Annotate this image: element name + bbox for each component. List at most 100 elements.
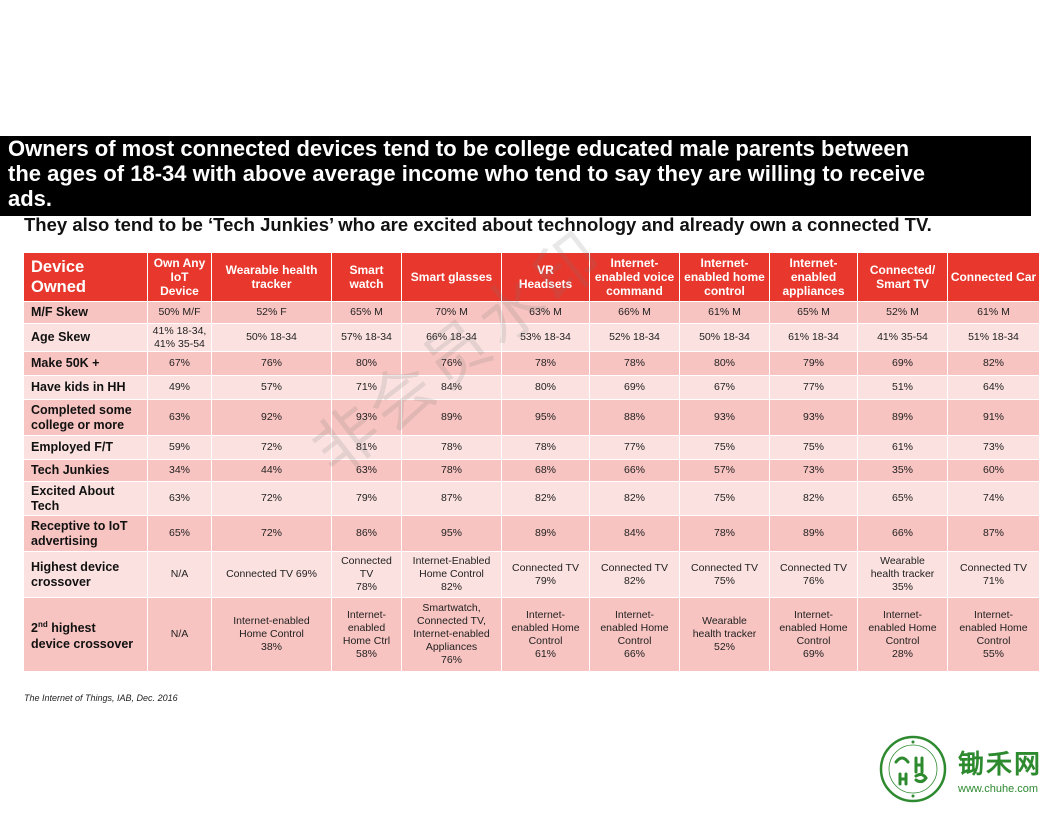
table-cell: Wearable health tracker 52% — [680, 598, 770, 672]
header-smart-watch: Smart watch — [332, 253, 402, 302]
table-cell: 63% — [148, 400, 212, 436]
table-cell: 71% — [332, 376, 402, 400]
table-cell: 68% — [502, 460, 590, 482]
table-cell: Internet- enabled Home Control 61% — [502, 598, 590, 672]
table-cell: 74% — [948, 482, 1040, 516]
header-smart-glasses: Smart glasses — [402, 253, 502, 302]
table-row: Highest device crossover N/A Connected TV … — [24, 552, 1040, 598]
table-cell: 51% 18-34 — [948, 324, 1040, 352]
table-cell: 76% — [212, 352, 332, 376]
chuhe-seal-icon — [879, 735, 947, 803]
row-label: 2nd highest device crossover — [24, 598, 148, 672]
chuhe-logo: 锄禾网 www.chuhe.com — [878, 734, 1048, 804]
table-cell: 34% — [148, 460, 212, 482]
table-cell: N/A — [148, 598, 212, 672]
table-cell: 59% — [148, 436, 212, 460]
header-device-owned: Device Owned — [24, 253, 148, 302]
table-row: Make 50K +67% 76% 80% 76% 78% 78% 80% 79% 69% 82% — [24, 352, 1040, 376]
header-home-control: Internet- enabled home control — [680, 253, 770, 302]
header-wearable-health-tracker: Wearable health tracker — [212, 253, 332, 302]
header-appliances: Internet- enabled appliances — [770, 253, 858, 302]
table-cell: Internet- enabled Home Control 69% — [770, 598, 858, 672]
row-label: Excited About Tech — [24, 482, 148, 516]
table-cell: 87% — [948, 516, 1040, 552]
table-cell: 67% — [680, 376, 770, 400]
table-cell: 63% — [148, 482, 212, 516]
table-cell: 73% — [948, 436, 1040, 460]
row-label: Make 50K + — [24, 352, 148, 376]
table-cell: 72% — [212, 482, 332, 516]
table-cell: 75% — [680, 482, 770, 516]
table-cell: 78% — [590, 352, 680, 376]
source-note: The Internet of Things, IAB, Dec. 2016 — [24, 693, 178, 703]
table-cell: 41% 18-34, 41% 35-54 — [148, 324, 212, 352]
table-cell: 67% — [148, 352, 212, 376]
table-cell: 79% — [332, 482, 402, 516]
table-cell: 75% — [770, 436, 858, 460]
table-cell: 84% — [402, 376, 502, 400]
table-cell: 65% — [148, 516, 212, 552]
table-cell: 89% — [402, 400, 502, 436]
table-cell: 84% — [590, 516, 680, 552]
table-cell: Connected TV 79% — [502, 552, 590, 598]
table-cell: Internet-enabled Home Control 38% — [212, 598, 332, 672]
table-cell: Connected TV 69% — [212, 552, 332, 598]
row-label: Have kids in HH — [24, 376, 148, 400]
logo-text: 锄禾网 www.chuhe.com — [958, 744, 1042, 795]
table-cell: Connected TV 78% — [332, 552, 402, 598]
table-cell: 73% — [770, 460, 858, 482]
table-cell: 61% — [858, 436, 948, 460]
headline-banner: Owners of most connected devices tend to… — [0, 136, 1031, 216]
table-cell: 61% M — [948, 302, 1040, 324]
table-cell: Internet-Enabled Home Control 82% — [402, 552, 502, 598]
table-cell: 78% — [402, 436, 502, 460]
table-cell: 89% — [502, 516, 590, 552]
logo-name-cn: 锄禾网 — [958, 750, 1043, 780]
table-row: Receptive to IoT advertising 65% 72% 86% 95%… — [24, 516, 1040, 552]
table-cell: 82% — [948, 352, 1040, 376]
table-cell: Connected TV 71% — [948, 552, 1040, 598]
device-owner-table: Device Owned Own Any IoT Device Wearable… — [24, 253, 1040, 672]
table-cell: 76% — [402, 352, 502, 376]
table-row: Have kids in HH 49% 57% 71% 84% 80% 69% 67% 77% 5… — [24, 376, 1040, 400]
table-cell: 50% M/F — [148, 302, 212, 324]
header-connected-car: Connected Car — [948, 253, 1040, 302]
table-cell: 95% — [502, 400, 590, 436]
table-cell: 66% 18-34 — [402, 324, 502, 352]
row-label: Receptive to IoT advertising — [24, 516, 148, 552]
table-cell: 51% — [858, 376, 948, 400]
table-row: Employed F/T 59% 72% 81% 78% 78% 77% 75% 75% 61% 7… — [24, 436, 1040, 460]
table-row: Age Skew 41% 18-34, 41% 35-54 50% 18-34 57%… — [24, 324, 1040, 352]
table-cell: 69% — [858, 352, 948, 376]
table-cell: 50% 18-34 — [680, 324, 770, 352]
table-cell: 93% — [332, 400, 402, 436]
table-cell: 82% — [590, 482, 680, 516]
table-row: Excited About Tech 63% 72% 79% 87% 82% 82% 75% 8… — [24, 482, 1040, 516]
table-cell: 70% M — [402, 302, 502, 324]
table-cell: 80% — [332, 352, 402, 376]
table-cell: 89% — [770, 516, 858, 552]
row-label: Highest device crossover — [24, 552, 148, 598]
table-cell: 82% — [770, 482, 858, 516]
table-cell: Connected TV 75% — [680, 552, 770, 598]
table-cell: Connected TV 82% — [590, 552, 680, 598]
table-cell: 61% M — [680, 302, 770, 324]
table-row: Completed some college or more 63% 92% 93% 8… — [24, 400, 1040, 436]
table-cell: 81% — [332, 436, 402, 460]
table-cell: 78% — [502, 352, 590, 376]
table-cell: 66% M — [590, 302, 680, 324]
table-cell: Internet- enabled Home Control 55% — [948, 598, 1040, 672]
header-own-any-iot: Own Any IoT Device — [148, 253, 212, 302]
table-cell: 57% — [212, 376, 332, 400]
table-row: 2nd highest device crossover N/A Internet-… — [24, 598, 1040, 672]
table-cell: 50% 18-34 — [212, 324, 332, 352]
row-label-ordinal: 2 — [31, 621, 38, 636]
table-cell: 72% — [212, 516, 332, 552]
table-body: M/F Skew 50% M/F 52% F 65% M 70% M 63% M 66% M… — [24, 302, 1040, 672]
table-cell: 78% — [402, 460, 502, 482]
table-header-row: Device Owned Own Any IoT Device Wearable… — [24, 253, 1040, 302]
table-cell: 66% — [590, 460, 680, 482]
table-cell: Connected TV 76% — [770, 552, 858, 598]
table-cell: Wearable health tracker 35% — [858, 552, 948, 598]
header-smart-tv: Connected/ Smart TV — [858, 253, 948, 302]
